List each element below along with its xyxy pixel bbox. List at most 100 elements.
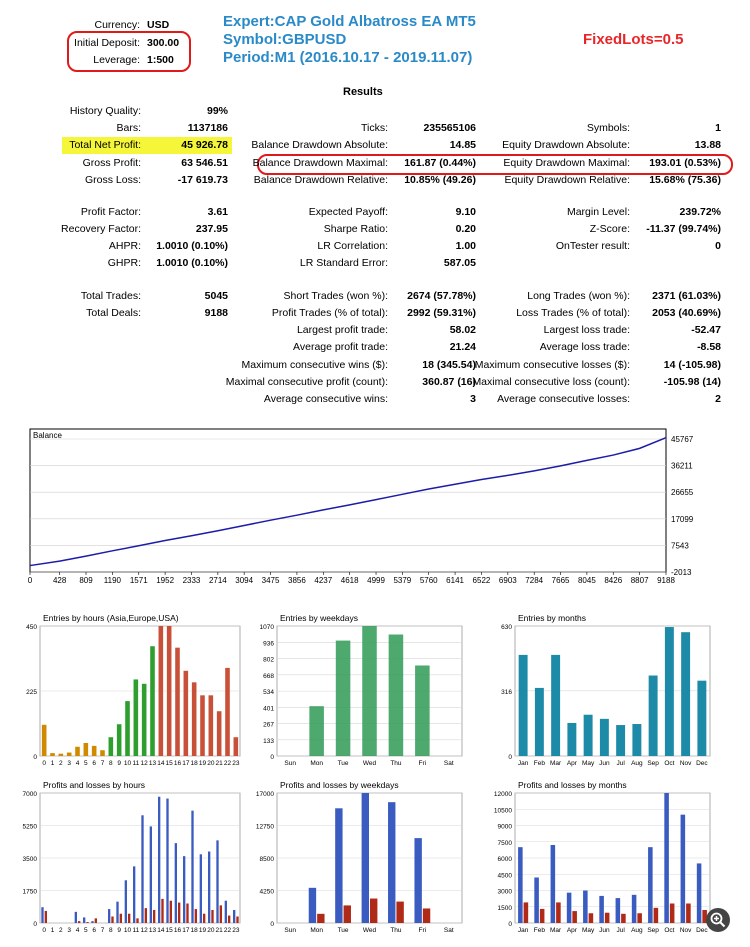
balance-x-tick: 6141 xyxy=(446,576,464,585)
profit-bar xyxy=(414,838,422,923)
small-chart-x-tick: 11 xyxy=(132,760,139,767)
entries-bar xyxy=(208,695,214,756)
small-chart-y-tick: 12750 xyxy=(256,824,274,831)
small-chart-x-tick: Sun xyxy=(284,927,296,934)
small-chart-y-tick: 7000 xyxy=(23,791,38,798)
stat-label: Average loss trade: xyxy=(539,341,630,353)
loss-bar xyxy=(153,910,156,923)
small-chart-x-tick: 13 xyxy=(149,760,157,767)
small-chart-x-tick: 19 xyxy=(199,760,207,767)
small-chart-x-tick: Feb xyxy=(534,760,546,767)
profit-bar xyxy=(335,808,343,923)
entries-bar xyxy=(309,706,324,756)
stat-value: 14.85 xyxy=(449,139,476,151)
stat-label: Z-Score: xyxy=(589,223,630,235)
small-chart-x-tick: 11 xyxy=(132,927,139,934)
profit-bar xyxy=(308,887,317,923)
balance-chart-title: Balance xyxy=(33,431,62,440)
entries-bar xyxy=(191,682,197,756)
entries-bar xyxy=(183,670,189,756)
stat-label: Balance Drawdown Maximal: xyxy=(252,157,388,169)
small-chart-x-tick: 12 xyxy=(141,760,149,767)
profit-bar xyxy=(388,802,396,923)
stat-label: Maximal consecutive profit (count): xyxy=(225,376,388,388)
small-chart-x-tick: 15 xyxy=(166,760,174,767)
loss-bar xyxy=(702,910,707,923)
net-profit-highlight xyxy=(62,137,232,154)
small-chart-x-tick: 10 xyxy=(124,927,132,934)
balance-x-tick: 5760 xyxy=(420,576,438,585)
balance-x-tick: 0 xyxy=(28,576,33,585)
stat-value: 237.95 xyxy=(195,223,228,235)
small-chart-y-tick: 1500 xyxy=(498,905,513,912)
entries-bar xyxy=(551,654,561,756)
small-chart-x-tick: 1 xyxy=(51,760,55,767)
small-chart-y-tick: 8500 xyxy=(260,856,275,863)
small-chart-x-tick: Mar xyxy=(550,760,562,767)
profit-bar xyxy=(216,840,219,923)
small-chart-y-tick: 936 xyxy=(263,640,274,647)
stat-value: 21.24 xyxy=(449,341,476,353)
entries-bar xyxy=(664,627,674,756)
small-chart-x-tick: Jun xyxy=(599,760,610,767)
stat-label: Average consecutive losses: xyxy=(497,393,630,405)
small-chart-x-tick: Mon xyxy=(310,760,323,767)
entries-bar xyxy=(41,724,47,756)
small-chart-x-tick: 22 xyxy=(224,760,232,767)
entries-bar xyxy=(133,679,139,756)
balance-line xyxy=(29,437,667,567)
stat-label: Maximum consecutive losses ($): xyxy=(474,359,630,371)
profit-bar xyxy=(41,907,44,923)
entries-bar xyxy=(616,725,626,756)
leverage-value: 1:500 xyxy=(147,54,174,66)
small-chart-x-tick: Sat xyxy=(444,760,454,767)
small-chart-y-tick: 0 xyxy=(33,754,37,761)
zoom-in-glyph xyxy=(710,912,726,928)
small-chart-x-tick: Thu xyxy=(390,760,402,767)
small-chart-y-tick: 17000 xyxy=(256,791,274,798)
fixedlots-note: FixedLots=0.5 xyxy=(583,31,684,48)
small-chart-x-tick: Thu xyxy=(390,927,402,934)
deposit-label: Initial Deposit: xyxy=(74,37,140,49)
small-chart-y-tick: 9000 xyxy=(498,824,513,831)
balance-x-tick: 3094 xyxy=(235,576,253,585)
stat-label: Maximum consecutive wins ($): xyxy=(241,359,388,371)
loss-bar xyxy=(572,911,577,923)
small-chart-title: Profits and losses by hours xyxy=(43,780,145,790)
stat-value: 14 (-105.98) xyxy=(663,359,721,371)
stat-label: Symbols: xyxy=(586,122,630,134)
small-chart: Entries by hours (Asia,Europe,USA)450225… xyxy=(26,613,241,767)
stat-value: 18 (345.54) xyxy=(422,359,476,371)
loss-bar xyxy=(128,913,131,923)
zoom-in-icon[interactable] xyxy=(706,908,730,932)
small-chart-y-tick: 0 xyxy=(508,921,512,928)
balance-x-tick: 4618 xyxy=(341,576,359,585)
small-chart-x-tick: Mar xyxy=(550,927,562,934)
profit-bar xyxy=(680,814,686,923)
loss-bar xyxy=(523,902,529,923)
small-chart-y-tick: 3500 xyxy=(23,856,38,863)
loss-bar xyxy=(111,916,114,923)
small-chart-x-tick: 20 xyxy=(207,927,215,934)
loss-bar xyxy=(144,908,147,923)
loss-bar xyxy=(203,913,206,923)
small-chart-x-tick: Apr xyxy=(567,927,578,934)
entries-bar xyxy=(75,746,80,756)
small-chart-x-tick: Nov xyxy=(680,927,692,934)
small-chart-x-tick: 13 xyxy=(149,927,157,934)
loss-bar xyxy=(228,915,231,923)
small-chart-x-tick: 12 xyxy=(141,927,149,934)
stat-label: Gross Loss: xyxy=(84,174,141,186)
balance-x-tick: 6522 xyxy=(473,576,491,585)
profit-bar xyxy=(108,909,111,923)
small-chart-x-tick: 14 xyxy=(157,927,165,934)
profit-bar xyxy=(566,892,572,923)
stat-value: 0 xyxy=(715,240,721,252)
small-chart-x-tick: 16 xyxy=(174,760,182,767)
small-chart-y-tick: 401 xyxy=(263,705,274,712)
small-chart: Entries by weekdays 1070 936 802 668 534 401 26… xyxy=(260,613,463,767)
small-chart-x-tick: Fri xyxy=(419,927,427,934)
small-chart-x-tick: May xyxy=(582,760,595,767)
loss-bar xyxy=(136,918,139,923)
loss-bar xyxy=(396,901,404,923)
